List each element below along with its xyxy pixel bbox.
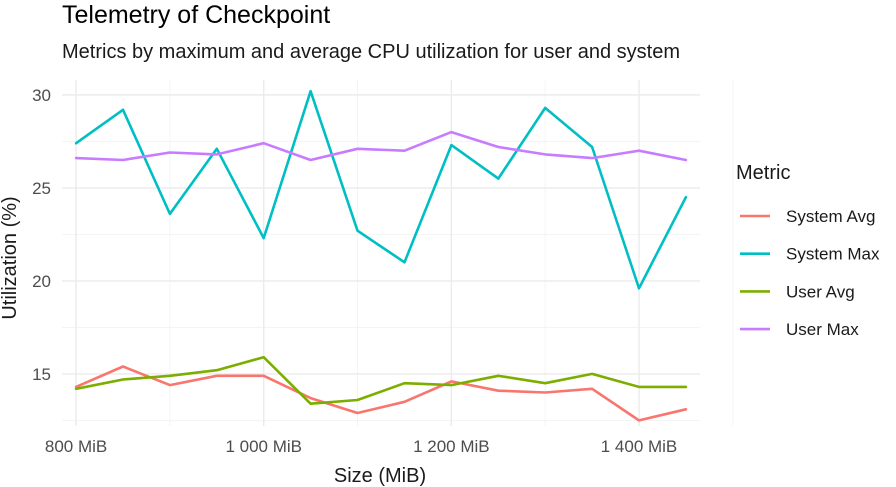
x-axis-title: Size (MiB): [334, 465, 426, 487]
legend-label-system-avg: System Avg: [786, 207, 875, 226]
major-gridlines: [62, 80, 700, 426]
y-tick-label: 25: [32, 179, 51, 198]
y-tick-label: 20: [32, 272, 51, 291]
x-tick-label: 800 MiB: [45, 437, 107, 456]
legend-items: System Avg System Max User Avg User Max: [740, 207, 880, 339]
y-axis-title: Utilization (%): [0, 196, 21, 319]
legend-label-system-max: System Max: [786, 245, 880, 264]
y-tick-label: 15: [32, 365, 51, 384]
legend-label-user-avg: User Avg: [786, 282, 855, 301]
minor-gridlines: [62, 80, 734, 426]
y-tick-label: 30: [32, 86, 51, 105]
series-line-system-avg: [74, 365, 688, 422]
chart-subtitle: Metrics by maximum and average CPU utili…: [62, 41, 680, 63]
x-tick-label: 1 200 MiB: [413, 437, 490, 456]
series-line-system-max: [74, 89, 688, 290]
legend-label-user-max: User Max: [786, 320, 859, 339]
x-tick-label: 1 000 MiB: [225, 437, 302, 456]
legend-title: Metric: [736, 162, 790, 184]
series-line-user-avg: [74, 355, 688, 406]
x-tick-label: 1 400 MiB: [601, 437, 678, 456]
series-lines: [74, 89, 688, 422]
y-axis-ticks: 15 20 25 30: [32, 86, 51, 384]
series-line-user-max: [74, 130, 688, 162]
legend: Metric System Avg System Max User Avg User …: [736, 162, 880, 339]
x-axis-ticks: 800 MiB 1 000 MiB 1 200 MiB 1 400 MiB: [45, 437, 677, 456]
chart-title: Telemetry of Checkpoint: [62, 1, 330, 29]
